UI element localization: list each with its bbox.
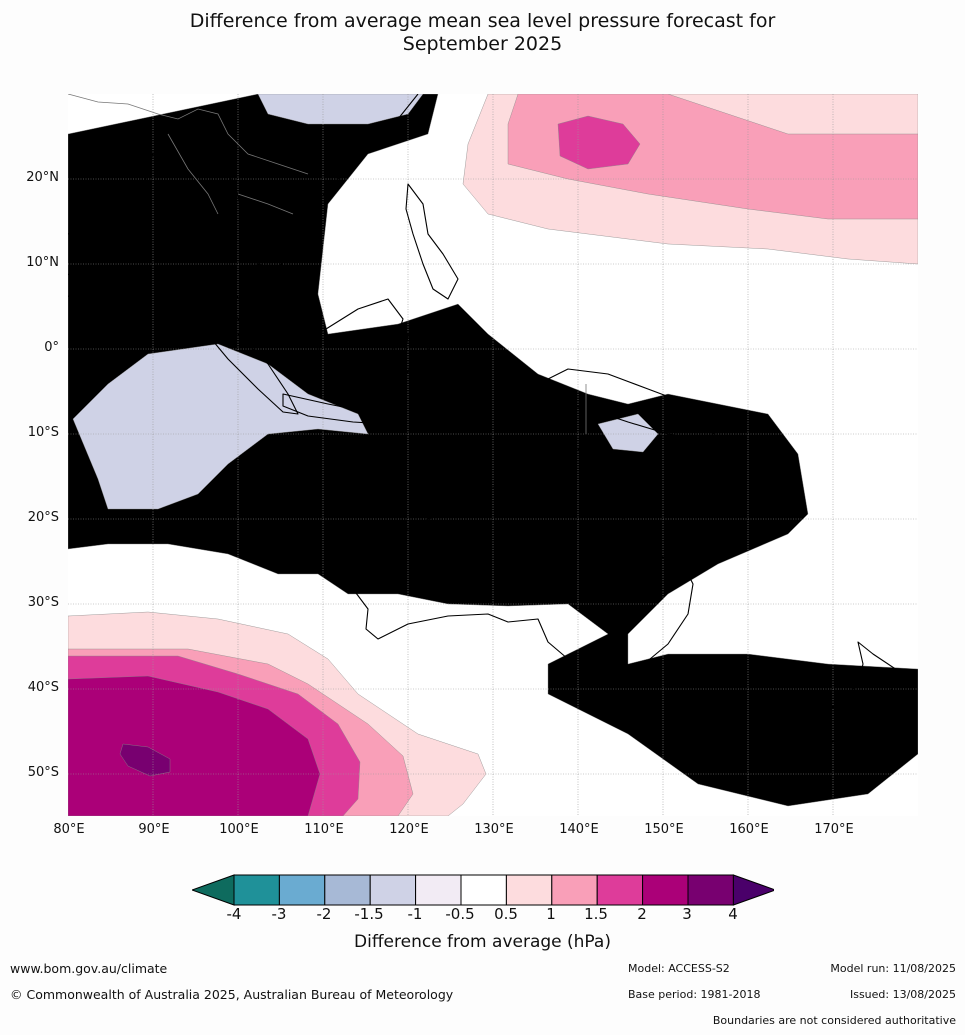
country-borders [68,94,587,434]
colorbar-segment [687,874,734,906]
new-zealand-coast [807,641,904,745]
colorbar-tick: 1 [546,905,556,923]
australia-coast [352,438,694,677]
colorbar-segment [460,874,507,906]
model-text: Model: ACCESS-S2 [628,962,730,975]
lat-label-10n: 10°N [26,255,59,270]
lon-label-150e: 150°E [644,822,684,837]
lon-label-110e: 110°E [304,822,344,837]
pressure-anomaly-map [68,94,918,816]
colorbar-tick: -4 [226,905,242,923]
colorbar-label: Difference from average (hPa) [354,932,611,952]
colorbar-segment [596,874,644,906]
disclaimer-text: Boundaries are not considered authoritat… [712,1014,956,1027]
colorbar-segment [415,874,462,906]
title-line-1: Difference from average mean sea level p… [189,10,776,32]
colorbar-segment-min [192,874,235,906]
colorbar-segment-max [732,874,774,906]
lon-label-170e: 170°E [814,822,854,837]
anomaly-region-minus1-png [597,413,659,453]
colorbar-tick: -1 [407,905,423,923]
lon-label-140e: 140°E [559,822,599,837]
lat-label-40s: 40°S [27,680,59,695]
colorbar-tick: -3 [271,905,287,923]
anomaly-region-1p5-ne [557,115,641,170]
colorbar-tick: 2 [637,905,647,923]
colorbar-segment [324,874,371,906]
tasmania-coast [619,689,641,720]
sumatra-coast [197,303,299,415]
colorbar-tick: -2 [316,905,332,923]
colorbar-segment [551,874,598,906]
lon-label-130e: 130°E [474,822,514,837]
coastlines [68,94,904,745]
bom-climate-link[interactable]: www.bom.gov.au/climate [10,961,168,976]
colorbar-segment [233,874,280,906]
philippines-coast [405,183,459,300]
lon-label-100e: 100°E [219,822,259,837]
anomaly-region-minus1-north [257,94,424,125]
colorbar-tick: -0.5 [445,905,475,923]
colorbar-tick: -1.5 [354,905,384,923]
java-coast [282,393,389,425]
lat-label-20n: 20°N [26,170,59,185]
gridlines [68,94,918,816]
lon-label-160e: 160°E [729,822,769,837]
colorbar-tick: 1.5 [584,905,608,923]
chart-title: Difference from average mean sea level p… [0,10,965,56]
base-period-text: Base period: 1981-2018 [628,988,761,1001]
colorbar-segment [278,874,326,906]
colorbar [192,874,774,906]
anomaly-region-3-sw [119,743,171,777]
lon-label-80e: 80°E [53,822,85,837]
sulawesi-coast [402,328,444,385]
new-guinea-coast [537,368,719,440]
title-line-2: September 2025 [402,33,563,55]
copyright-text: © Commonwealth of Australia 2025, Austra… [10,987,454,1002]
lon-label-120e: 120°E [389,822,429,837]
malay-peninsula-coast [212,213,264,343]
colorbar-tick: 3 [682,905,692,923]
borneo-coast [317,298,404,377]
sri-lanka-coast [68,273,77,300]
lat-label-20s: 20°S [27,510,59,525]
model-run-text: Model run: 11/08/2025 [830,962,956,975]
lat-label-10s: 10°S [27,425,59,440]
lat-label-50s: 50°S [27,765,59,780]
colorbar-segment [642,874,689,906]
colorbar-tick: 0.5 [494,905,518,923]
issued-text: Issued: 13/08/2025 [849,988,956,1001]
lat-label-0: 0° [44,340,59,355]
lon-label-90e: 90°E [138,822,170,837]
colorbar-segment [505,874,553,906]
colorbar-tick: 4 [728,905,738,923]
anomaly-region-2-sw [68,675,321,816]
asia-coast [68,94,419,270]
lat-label-30s: 30°S [27,595,59,610]
colorbar-segment [369,874,417,906]
